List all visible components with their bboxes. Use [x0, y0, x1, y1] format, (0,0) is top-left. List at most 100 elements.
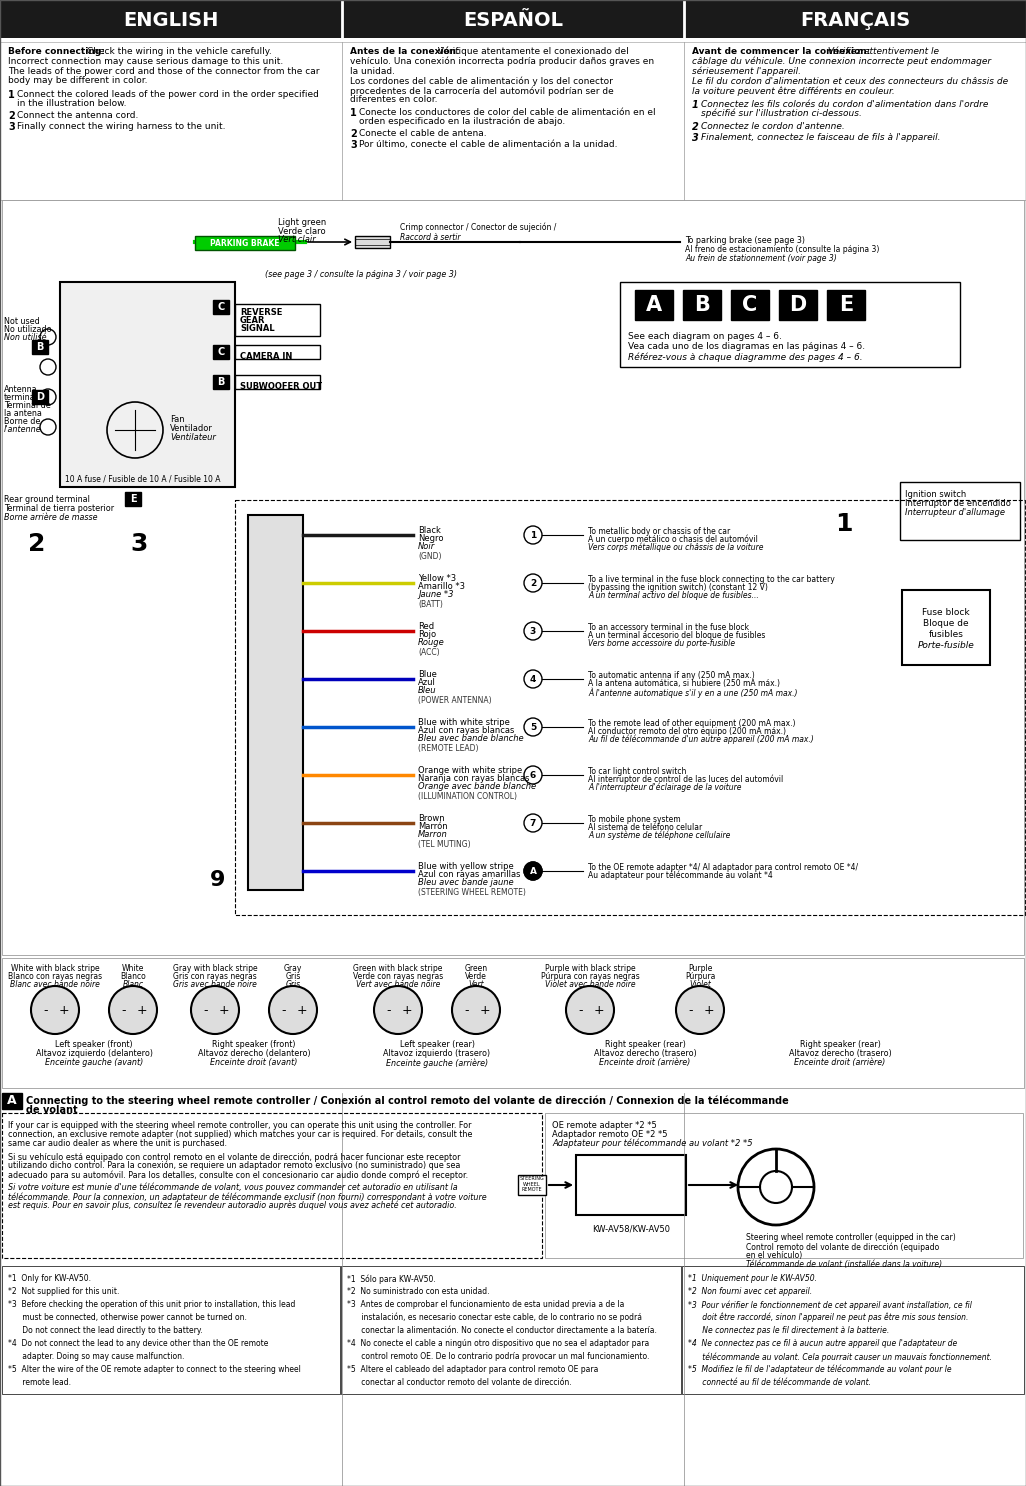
Text: en el vehículo): en el vehículo) — [746, 1251, 802, 1260]
Text: Altavoz derecho (trasero): Altavoz derecho (trasero) — [789, 1049, 892, 1058]
Text: Blanco: Blanco — [120, 972, 146, 981]
Text: (BATT): (BATT) — [418, 600, 443, 609]
Bar — [248, 516, 303, 890]
Text: Control remoto del volante de dirección (equipado: Control remoto del volante de dirección … — [746, 1242, 939, 1251]
Text: 1: 1 — [529, 531, 537, 539]
Bar — [342, 0, 684, 39]
Bar — [125, 492, 141, 507]
Circle shape — [566, 987, 614, 1034]
Bar — [683, 290, 721, 319]
Text: Référez-vous à chaque diagramme des pages 4 – 6.: Référez-vous à chaque diagramme des page… — [628, 352, 863, 361]
Text: la unidad.: la unidad. — [350, 67, 395, 76]
Text: -: - — [387, 1005, 391, 1018]
Text: Ventilador: Ventilador — [170, 424, 212, 432]
Text: If your car is equipped with the steering wheel remote controller, you can opera: If your car is equipped with the steerin… — [8, 1120, 472, 1129]
Text: Amarillo *3: Amarillo *3 — [418, 583, 465, 591]
Text: Black: Black — [418, 526, 441, 535]
Text: -: - — [465, 1005, 469, 1018]
Text: To automatic antenna if any (250 mA max.): To automatic antenna if any (250 mA max.… — [588, 672, 755, 681]
Text: KW-AV58/KW-AV50: KW-AV58/KW-AV50 — [592, 1224, 670, 1233]
Text: Enceinte droit (avant): Enceinte droit (avant) — [210, 1058, 298, 1067]
Text: Au adaptateur pour télécommande au volant *4: Au adaptateur pour télécommande au volan… — [588, 871, 773, 881]
Text: Orange with white stripe: Orange with white stripe — [418, 765, 522, 776]
Circle shape — [524, 814, 542, 832]
Text: télécommande. Pour la connexion, un adaptateur de télécommande exclusif (non fou: télécommande. Pour la connexion, un adap… — [8, 1192, 486, 1202]
Text: Si votre voiture est munie d'une télécommande de volant, vous pouvez commander c: Si votre voiture est munie d'une télécom… — [8, 1183, 458, 1192]
Text: B: B — [218, 377, 225, 386]
Text: adecuado para su automóvil. Para los detalles, consulte con el concesionario car: adecuado para su automóvil. Para los det… — [8, 1169, 468, 1180]
Text: *3  Antes de comprobar el funcionamiento de esta unidad previa a de la: *3 Antes de comprobar el funcionamiento … — [347, 1300, 625, 1309]
Text: Jaune *3: Jaune *3 — [418, 590, 453, 599]
Text: Al interruptor de control de las luces del automóvil: Al interruptor de control de las luces d… — [588, 776, 783, 785]
Text: Negro: Negro — [418, 533, 443, 542]
Text: To a live terminal in the fuse block connecting to the car battery: To a live terminal in the fuse block con… — [588, 575, 835, 584]
Text: est requis. Pour en savoir plus, consultez le revendeur autoradio auprès duquel : est requis. Pour en savoir plus, consult… — [8, 1201, 457, 1211]
Text: Blanc: Blanc — [122, 979, 144, 990]
Text: A: A — [529, 866, 537, 875]
Text: PARKING BRAKE: PARKING BRAKE — [210, 238, 280, 248]
Text: Finally connect the wiring harness to the unit.: Finally connect the wiring harness to th… — [17, 122, 226, 131]
Text: *2  No suministrado con esta unidad.: *2 No suministrado con esta unidad. — [347, 1287, 489, 1296]
Text: Enceinte gauche (avant): Enceinte gauche (avant) — [45, 1058, 143, 1067]
Bar — [2, 1113, 542, 1259]
Text: sérieusement l'appareil.: sérieusement l'appareil. — [692, 67, 801, 76]
Bar — [355, 236, 390, 248]
Text: See each diagram on pages 4 – 6.: See each diagram on pages 4 – 6. — [628, 331, 782, 340]
Text: Interruptor de encendido: Interruptor de encendido — [905, 499, 1011, 508]
Text: REVERSE: REVERSE — [240, 308, 282, 317]
Text: Gris: Gris — [285, 972, 301, 981]
Text: E: E — [839, 296, 854, 315]
Text: Right speaker (front): Right speaker (front) — [212, 1040, 295, 1049]
Text: Enceinte gauche (arrière): Enceinte gauche (arrière) — [386, 1058, 488, 1067]
Text: Violet: Violet — [689, 979, 711, 990]
Text: Noir: Noir — [418, 542, 435, 551]
Text: Altavoz izquierdo (trasero): Altavoz izquierdo (trasero) — [384, 1049, 490, 1058]
Text: Conecte los conductores de color del cable de alimentación en el: Conecte los conductores de color del cab… — [359, 108, 656, 117]
Text: *1  Only for KW-AV50.: *1 Only for KW-AV50. — [8, 1274, 91, 1282]
Text: ESPAÑOL: ESPAÑOL — [463, 12, 563, 31]
Text: Right speaker (rear): Right speaker (rear) — [604, 1040, 685, 1049]
Text: A l'interrupteur d'éclairage de la voiture: A l'interrupteur d'éclairage de la voitu… — [588, 783, 742, 792]
Text: *1  Uniquement pour le KW-AV50.: *1 Uniquement pour le KW-AV50. — [688, 1274, 817, 1282]
Circle shape — [524, 574, 542, 591]
Text: Vérifiez attentivement le: Vérifiez attentivement le — [825, 48, 939, 56]
Text: Altavoz izquierdo (delantero): Altavoz izquierdo (delantero) — [36, 1049, 153, 1058]
Text: (bypassing the ignition switch) (constant 12 V): (bypassing the ignition switch) (constan… — [588, 583, 767, 591]
Text: (POWER ANTENNA): (POWER ANTENNA) — [418, 695, 491, 704]
Text: Au fil de télécommande d'un autre appareil (200 mA max.): Au fil de télécommande d'un autre appare… — [588, 736, 814, 744]
Text: Púrpura con rayas negras: Púrpura con rayas negras — [541, 972, 639, 981]
Text: -: - — [204, 1005, 208, 1018]
Text: +: + — [297, 1005, 308, 1018]
Text: Blue with white stripe: Blue with white stripe — [418, 718, 510, 727]
Text: Gris avec bande noire: Gris avec bande noire — [173, 979, 256, 990]
Text: Terminal de tierra posterior: Terminal de tierra posterior — [4, 504, 114, 513]
Bar — [235, 374, 320, 389]
Bar — [2, 1094, 22, 1109]
Text: The leads of the power cord and those of the connector from the car: The leads of the power cord and those of… — [8, 67, 319, 76]
Text: 2: 2 — [350, 129, 357, 140]
Text: Fan: Fan — [170, 415, 185, 424]
Text: *5  Alter the wire of the OE remote adapter to connect to the steering wheel: *5 Alter the wire of the OE remote adapt… — [8, 1366, 301, 1375]
Text: Green with black stripe: Green with black stripe — [353, 964, 442, 973]
Text: Borne arrière de masse: Borne arrière de masse — [4, 513, 97, 522]
Text: Marrón: Marrón — [418, 822, 447, 831]
Text: White with black stripe: White with black stripe — [10, 964, 100, 973]
Text: Before connecting:: Before connecting: — [8, 48, 105, 56]
Bar — [0, 0, 342, 39]
Text: Fuse block: Fuse block — [922, 608, 970, 617]
Bar — [2, 958, 1024, 1088]
Text: Conecte el cable de antena.: Conecte el cable de antena. — [359, 129, 486, 138]
Text: Por último, conecte el cable de alimentación a la unidad.: Por último, conecte el cable de alimenta… — [359, 140, 618, 149]
Circle shape — [452, 987, 500, 1034]
Text: 3: 3 — [130, 532, 148, 556]
Text: To parking brake (see page 3): To parking brake (see page 3) — [685, 236, 805, 245]
Text: 10 A fuse / Fusible de 10 A / Fusible 10 A: 10 A fuse / Fusible de 10 A / Fusible 10… — [65, 476, 221, 484]
Text: utilizando dicho control. Para la conexión, se requiere un adaptador remoto excl: utilizando dicho control. Para la conexi… — [8, 1161, 461, 1171]
Text: Los cordones del cable de alimentación y los del conector: Los cordones del cable de alimentación y… — [350, 77, 613, 86]
Text: Verde con rayas negras: Verde con rayas negras — [353, 972, 443, 981]
Text: To car light control switch: To car light control switch — [588, 767, 686, 776]
Circle shape — [524, 765, 542, 785]
Text: Le fil du cordon d'alimentation et ceux des connecteurs du châssis de: Le fil du cordon d'alimentation et ceux … — [692, 77, 1009, 86]
Text: Al sistema de teléfono celular: Al sistema de teléfono celular — [588, 823, 702, 832]
Text: GEAR: GEAR — [240, 317, 266, 325]
